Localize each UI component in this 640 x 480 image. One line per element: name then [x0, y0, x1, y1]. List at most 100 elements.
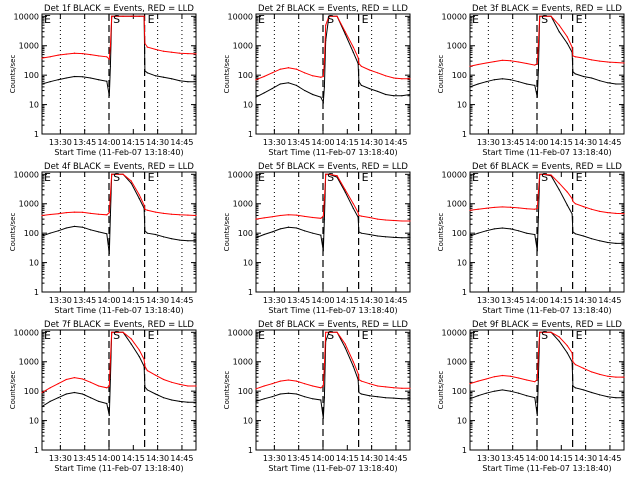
data-point-events	[73, 225, 76, 227]
x-tick-label: 13:45	[73, 296, 96, 305]
data-point-events	[357, 216, 359, 218]
data-point-lld	[493, 60, 495, 63]
data-point-events	[572, 71, 574, 73]
data-point-lld	[325, 24, 327, 26]
data-point-events	[144, 70, 146, 72]
data-point-lld	[572, 55, 574, 57]
marker-s: S	[327, 171, 334, 184]
data-point-events	[409, 398, 411, 400]
data-point-lld	[122, 15, 124, 17]
data-point-events	[312, 398, 314, 400]
data-point-lld	[409, 220, 411, 222]
y-tick-label: 1	[248, 130, 253, 139]
data-point-lld	[73, 376, 76, 379]
x-axis-label: Start Time (11-Feb-07 13:18:40)	[482, 148, 611, 157]
data-point-events	[304, 89, 306, 92]
data-point-lld	[542, 331, 544, 333]
data-point-events	[271, 396, 273, 398]
data-point-events	[57, 79, 59, 81]
marker-e-right: E	[576, 329, 583, 342]
data-point-lld	[154, 211, 157, 213]
data-point-lld	[81, 378, 84, 380]
data-point-lld	[368, 69, 371, 71]
data-point-events	[57, 397, 59, 399]
data-point-events	[41, 405, 43, 408]
x-tick-label: 13:30	[477, 138, 500, 147]
data-point-lld	[352, 46, 354, 48]
data-point-events	[485, 230, 487, 232]
data-point-events	[599, 80, 601, 82]
x-tick-label: 13:30	[477, 296, 500, 305]
data-point-events	[358, 391, 360, 394]
data-point-lld	[368, 216, 371, 219]
data-point-events	[385, 93, 387, 96]
data-point-lld	[599, 373, 601, 376]
detector-panel-2: 1 10 100 1000 10000 13:30 13:45 14:00 14:15 14:30…	[223, 4, 411, 157]
data-point-lld	[90, 54, 92, 56]
data-point-lld	[255, 388, 257, 390]
data-point-lld	[73, 52, 76, 54]
data-point-lld	[154, 48, 157, 51]
data-point-lld	[263, 75, 265, 78]
data-point-lld	[187, 214, 189, 216]
data-point-events	[534, 84, 536, 86]
plot-frame	[41, 13, 197, 135]
y-axis-label: Counts/sec	[9, 213, 17, 252]
data-point-lld	[187, 53, 189, 55]
data-point-events	[493, 390, 495, 392]
data-point-lld	[138, 15, 140, 17]
data-point-events	[81, 76, 84, 78]
data-point-lld	[263, 217, 265, 219]
x-tick-label: 14:45	[598, 138, 621, 147]
data-point-events	[138, 355, 140, 358]
data-point-lld	[485, 378, 487, 380]
data-point-events	[263, 398, 265, 400]
data-point-events	[376, 235, 379, 237]
series-line-events	[469, 15, 624, 98]
data-point-lld	[539, 331, 541, 333]
x-tick-label: 14:15	[336, 296, 359, 305]
data-point-events	[171, 78, 173, 80]
data-point-events	[537, 69, 540, 71]
data-point-lld	[179, 383, 181, 385]
data-point-lld	[393, 219, 395, 222]
data-point-lld	[114, 173, 116, 175]
x-tick-label: 14:45	[598, 454, 621, 463]
data-point-events	[49, 232, 51, 234]
data-point-events	[109, 65, 112, 67]
panel-title: Det 4f BLACK = Events, RED = LLD	[44, 162, 194, 172]
data-point-lld	[49, 213, 51, 216]
data-point-events	[509, 79, 512, 81]
data-point-events	[344, 33, 346, 35]
data-point-events	[304, 396, 306, 398]
data-point-lld	[323, 363, 326, 366]
data-point-events	[49, 81, 51, 83]
data-point-events	[401, 398, 403, 400]
marker-e-right: E	[362, 329, 369, 342]
data-point-lld	[385, 219, 387, 221]
y-axis-label: Counts/sec	[437, 213, 445, 252]
data-point-lld	[109, 358, 112, 361]
marker-s: S	[541, 329, 548, 342]
data-point-events	[493, 79, 495, 81]
data-point-lld	[179, 214, 181, 216]
data-point-events	[130, 343, 132, 345]
data-point-lld	[360, 380, 362, 382]
data-point-events	[195, 240, 197, 242]
data-point-lld	[114, 15, 116, 17]
y-axis-label: Counts/sec	[437, 371, 445, 410]
data-point-lld	[566, 345, 568, 347]
data-point-events	[81, 393, 84, 395]
y-tick-label: 100	[24, 71, 39, 80]
y-tick-label: 1	[34, 446, 39, 455]
x-axis-label: Start Time (11-Feb-07 13:18:40)	[268, 148, 397, 157]
y-axis-label: Counts/sec	[223, 213, 231, 252]
x-tick-label: 14:00	[525, 296, 548, 305]
y-tick-label: 10	[29, 101, 39, 110]
data-point-lld	[295, 68, 298, 70]
data-point-lld	[49, 56, 51, 58]
data-point-events	[171, 238, 173, 240]
data-point-lld	[590, 59, 593, 61]
data-point-lld	[106, 214, 108, 216]
